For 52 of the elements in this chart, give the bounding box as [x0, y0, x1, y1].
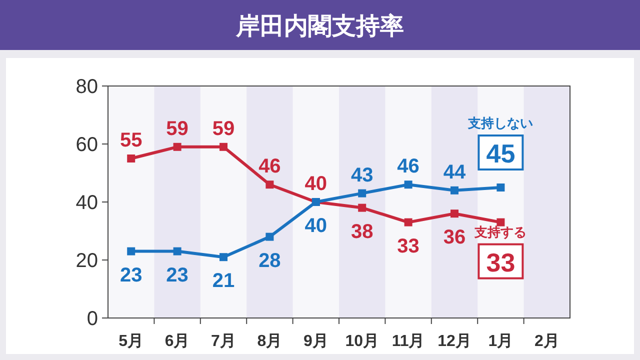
- point: [266, 232, 274, 241]
- data-label: 40: [304, 173, 328, 195]
- point: [496, 218, 505, 226]
- data-label: 55: [120, 130, 142, 152]
- data-label: 46: [397, 156, 420, 178]
- y-tick-label: 60: [76, 134, 98, 156]
- data-label: 36: [443, 226, 466, 249]
- x-tick-label: 8月: [257, 333, 282, 350]
- point: [496, 184, 505, 192]
- chart-title: 岸田内閣支持率: [235, 13, 404, 40]
- x-tick-label: 1月: [488, 333, 514, 350]
- data-label: 44: [443, 161, 466, 184]
- data-label: 59: [166, 118, 188, 140]
- data-label: 33: [397, 235, 420, 258]
- x-tick-label: 11月: [392, 333, 425, 350]
- point: [127, 154, 136, 162]
- y-tick-label: 20: [76, 250, 98, 272]
- x-tick-label: 6月: [164, 333, 190, 350]
- y-tick-label: 40: [76, 192, 98, 214]
- data-label: 33: [486, 247, 516, 278]
- data-label: 28: [258, 250, 281, 272]
- point: [358, 204, 366, 212]
- data-label: 23: [166, 264, 188, 286]
- data-label: 59: [212, 118, 235, 140]
- data-label: 23: [120, 264, 142, 286]
- point: [220, 142, 228, 151]
- point: [266, 180, 274, 189]
- x-tick-label: 12月: [438, 333, 472, 350]
- data-label: 40: [304, 215, 328, 237]
- data-label: 43: [350, 164, 374, 186]
- text: 支持しない: [467, 116, 534, 130]
- x-tick-label: 2月: [534, 333, 560, 350]
- point: [404, 180, 412, 189]
- point: [358, 189, 366, 198]
- x-tick-label: 5月: [118, 333, 144, 350]
- point: [127, 247, 136, 256]
- x-tick-label: 9月: [303, 333, 328, 350]
- point: [173, 247, 182, 256]
- y-tick-label: 80: [76, 76, 98, 98]
- series-label: 支持する: [474, 224, 527, 240]
- data-label: 38: [350, 220, 374, 243]
- y-tick-label: 0: [86, 308, 98, 330]
- data-label: 45: [486, 138, 516, 168]
- point: [450, 186, 458, 194]
- point: [173, 142, 182, 151]
- x-tick-label: 7月: [211, 333, 236, 350]
- point: [220, 253, 228, 262]
- point: [450, 210, 458, 218]
- x-tick-label: 10月: [345, 333, 379, 350]
- data-label: 46: [258, 156, 281, 178]
- point: [404, 218, 412, 226]
- data-label: 21: [212, 270, 235, 292]
